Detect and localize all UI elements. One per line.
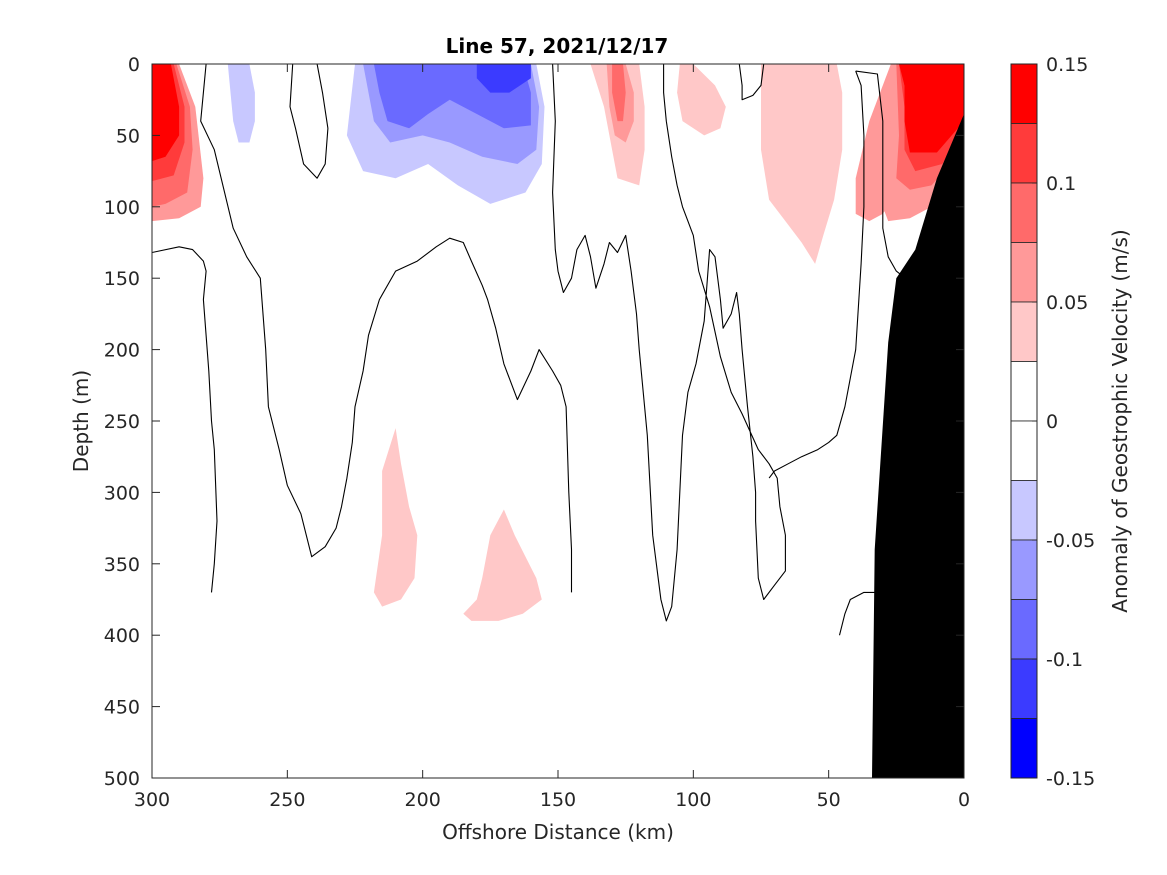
- positive-anomaly-region: [901, 64, 964, 150]
- x-tick-label: 0: [958, 789, 970, 811]
- x-tick-label: 250: [269, 789, 305, 811]
- positive-anomaly-region: [612, 64, 626, 122]
- y-tick-label: 400: [104, 625, 140, 647]
- colorbar-swatch: [1010, 63, 1038, 124]
- colorbar-swatch: [1010, 301, 1038, 362]
- y-tick-label: 100: [104, 197, 140, 219]
- y-tick-label: 200: [104, 340, 140, 362]
- colorbar-tick-label: -0.15: [1046, 768, 1095, 790]
- x-tick-label: 300: [134, 789, 170, 811]
- x-tick-label: 50: [817, 789, 841, 811]
- colorbar-tick-label: -0.1: [1046, 649, 1083, 671]
- zero-contour-line: [552, 64, 786, 622]
- x-tick-label: 200: [405, 789, 441, 811]
- zero-contour-line: [738, 64, 765, 101]
- colorbar-swatch: [1010, 599, 1038, 660]
- y-tick-label: 150: [104, 268, 140, 290]
- y-tick-label: 250: [104, 411, 140, 433]
- colorbar-tick-label: 0.15: [1046, 54, 1088, 76]
- zero-contour-lines: [152, 64, 903, 636]
- colorbar-swatch: [1010, 480, 1038, 541]
- negative-anomaly-region: [152, 381, 201, 607]
- y-tick-label: 50: [116, 125, 140, 147]
- bathymetry: [872, 114, 964, 778]
- colorbar: 0.15 0.1 0.05 0 -0.05 -0.1 -0.15: [1010, 54, 1095, 790]
- y-axis-ticks: 0 50 100 150 200 250 300 350 400 450 500: [104, 54, 964, 790]
- positive-anomaly-region: [152, 64, 174, 143]
- colorbar-tick-label: 0: [1046, 411, 1058, 433]
- y-tick-label: 450: [104, 697, 140, 719]
- colorbar-swatch: [1010, 539, 1038, 600]
- colorbar-swatch: [1010, 361, 1038, 422]
- x-tick-label: 100: [675, 789, 711, 811]
- velocity-contour-fills: [152, 64, 964, 629]
- positive-anomaly-region: [815, 64, 835, 100]
- colorbar-swatch: [1010, 718, 1038, 779]
- positive-anomaly-region: [761, 64, 843, 264]
- zero-contour-line: [768, 70, 865, 479]
- zero-contour-line: [152, 246, 218, 593]
- negative-anomaly-region: [788, 570, 821, 629]
- y-tick-label: 0: [128, 54, 140, 76]
- colorbar-swatch: [1010, 242, 1038, 303]
- colorbar-tick-label: 0.1: [1046, 173, 1076, 195]
- negative-anomaly-region: [633, 556, 650, 614]
- zero-contour-line: [200, 64, 573, 593]
- x-tick-label: 150: [540, 789, 576, 811]
- positive-anomaly-region: [677, 64, 726, 136]
- y-tick-label: 350: [104, 554, 140, 576]
- colorbar-ticks: 0.15 0.1 0.05 0 -0.05 -0.1 -0.15: [1032, 54, 1095, 790]
- zero-contour-line: [289, 64, 329, 179]
- colorbar-swatch: [1010, 420, 1038, 481]
- chart-title: Line 57, 2021/12/17: [446, 34, 669, 58]
- plot-area: 300 250 200 150 100 50 0 050100150200250300350…: [104, 54, 970, 811]
- negative-anomaly-region: [227, 64, 255, 143]
- y-tick-label: 300: [104, 482, 140, 504]
- x-axis-label: Offshore Distance (km): [442, 820, 674, 844]
- colorbar-swatch: [1010, 123, 1038, 184]
- negative-anomaly-region: [476, 64, 531, 93]
- colorbar-tick-label: 0.05: [1046, 292, 1088, 314]
- negative-anomaly-region: [287, 238, 323, 407]
- x-axis-ticks: 300 250 200 150 100 50 0: [134, 64, 970, 811]
- y-tick-label: 500: [104, 768, 140, 790]
- colorbar-swatch: [1010, 658, 1038, 719]
- colorbar-label: Anomaly of Geostrophic Velocity (m/s): [1108, 229, 1132, 612]
- negative-anomaly-region: [652, 64, 664, 124]
- positive-anomaly-region: [463, 509, 542, 621]
- positive-anomaly-region: [373, 428, 418, 607]
- y-axis-label: Depth (m): [69, 370, 93, 472]
- colorbar-swatch: [1010, 182, 1038, 243]
- seafloor-bathymetry: [872, 114, 964, 778]
- zero-contour-line: [838, 591, 878, 636]
- colorbar-tick-label: -0.05: [1046, 530, 1095, 552]
- zero-contour-line: [855, 70, 903, 276]
